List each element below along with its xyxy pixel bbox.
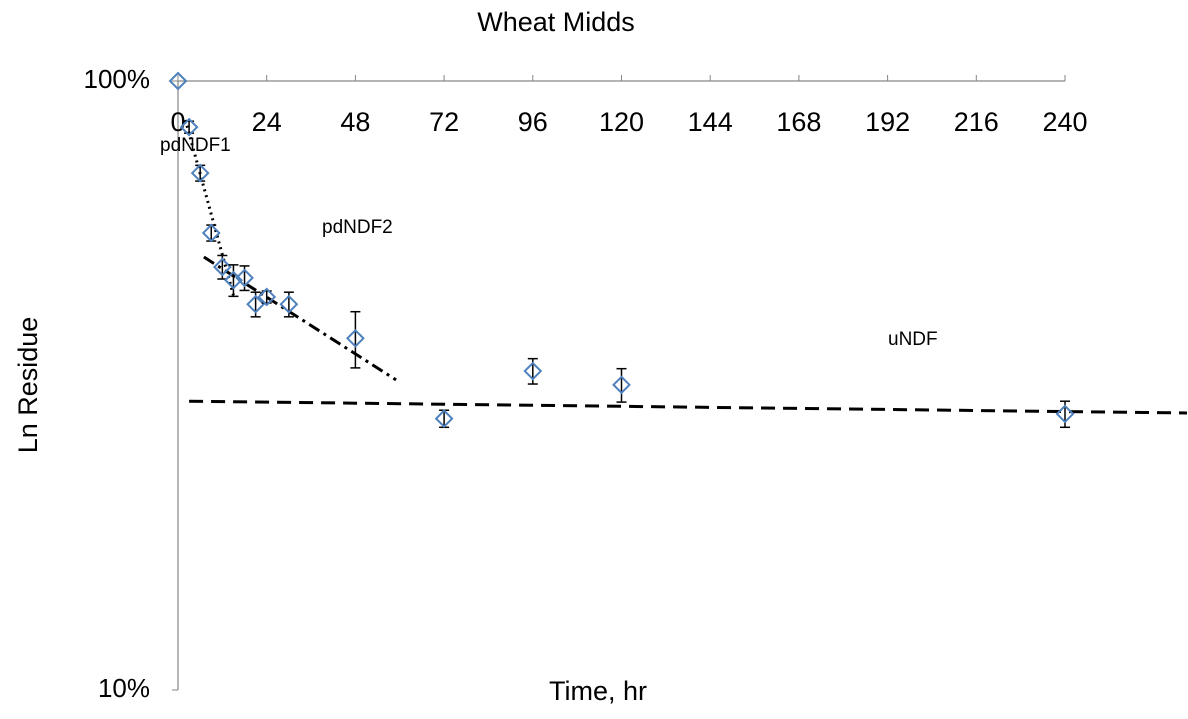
data-point [345,328,365,348]
data-point [1055,404,1075,424]
trendline [183,119,235,296]
x-tick-label: 24 [252,107,282,137]
data-point [179,117,199,137]
trendline-label: uNDF [888,329,938,350]
data-point [246,294,266,314]
y-tick-label: 10% [98,673,150,703]
trendline [189,399,1187,415]
x-tick-label: 72 [429,107,459,137]
x-tick-label: 240 [1042,107,1087,137]
data-point [523,361,543,381]
data-point [190,163,210,183]
data-point [201,223,221,243]
y-tick-label: 100% [84,64,151,94]
trendline-label: pdNDF1 [160,135,231,156]
data-point [279,294,299,314]
data-point [212,257,232,277]
data-point [434,409,454,429]
data-point [168,71,188,91]
x-tick-label: 0 [170,107,185,137]
data-point [224,270,243,290]
x-tick-label: 96 [518,107,548,137]
data-point [235,268,254,288]
data-point [612,375,631,395]
x-tick-label: 192 [865,107,910,137]
data-point [257,287,277,307]
x-tick-label: 120 [599,107,644,137]
x-axis-title: Time, hr [549,676,647,706]
chart-title: Wheat Midds [477,7,635,37]
x-tick-label: 144 [688,107,733,137]
y-axis-title: Ln Residue [13,317,43,454]
x-tick-label: 48 [340,107,370,137]
x-tick-label: 216 [954,107,999,137]
x-tick-label: 168 [776,107,821,137]
trendline-label: pdNDF2 [322,217,393,238]
